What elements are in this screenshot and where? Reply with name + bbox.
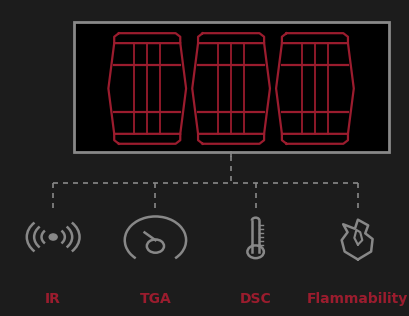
Text: TGA: TGA — [139, 292, 171, 306]
Circle shape — [49, 234, 57, 240]
Text: IR: IR — [45, 292, 61, 306]
Bar — [74, 22, 389, 152]
Text: DSC: DSC — [240, 292, 272, 306]
Text: Flammability: Flammability — [307, 292, 409, 306]
